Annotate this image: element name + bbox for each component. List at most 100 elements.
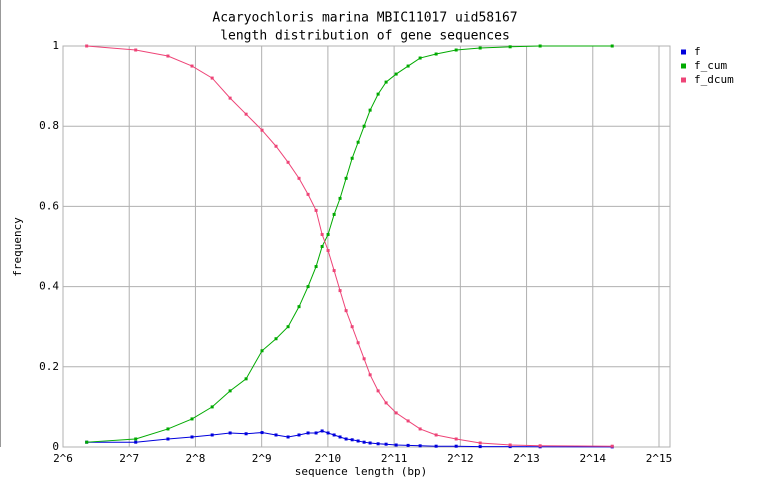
series-line [86, 45, 613, 447]
point [434, 444, 438, 448]
point [332, 212, 336, 216]
point [228, 431, 232, 435]
point [344, 437, 348, 441]
point [610, 44, 614, 48]
point [134, 437, 138, 441]
point [350, 438, 354, 442]
y-tick-label: 0.4 [39, 280, 59, 293]
x-axis-label: sequence length (bp) [295, 465, 427, 478]
point [320, 429, 324, 433]
point [406, 419, 410, 423]
point [244, 432, 248, 436]
point [418, 56, 422, 60]
point [332, 433, 336, 437]
point [297, 176, 301, 180]
legend-label: f [694, 45, 701, 58]
point [297, 305, 301, 309]
point [314, 208, 318, 212]
point [362, 440, 366, 444]
point [610, 444, 614, 448]
point [228, 96, 232, 100]
point [338, 196, 342, 200]
point [286, 325, 290, 329]
point [306, 431, 310, 435]
legend-marker [681, 49, 686, 55]
point [228, 389, 232, 393]
point [454, 48, 458, 52]
point [85, 440, 89, 444]
point [326, 431, 330, 435]
point [362, 124, 366, 128]
point [190, 64, 194, 68]
point [384, 80, 388, 84]
point [508, 45, 512, 49]
point [210, 76, 214, 80]
point [350, 325, 354, 329]
point [134, 440, 138, 444]
chart-subtitle: length distribution of gene sequences [220, 29, 510, 44]
point [166, 437, 170, 441]
legend-label: f_cum [694, 59, 727, 72]
point [356, 140, 360, 144]
x-tick-label: 2^12 [447, 452, 474, 465]
point [368, 441, 372, 445]
x-tick-label: 2^10 [315, 452, 342, 465]
point [210, 433, 214, 437]
point [286, 160, 290, 164]
point [406, 64, 410, 68]
x-tick-label: 2^8 [186, 452, 206, 465]
point [260, 349, 264, 353]
y-tick-label: 0 [52, 440, 59, 453]
point [454, 437, 458, 441]
point [418, 427, 422, 431]
x-tick-label: 2^9 [252, 452, 272, 465]
point [418, 444, 422, 448]
y-tick-label: 1 [52, 39, 59, 52]
point [274, 144, 278, 148]
x-tick-label: 2^6 [53, 452, 73, 465]
point [362, 357, 366, 361]
point [454, 444, 458, 448]
x-tick-label: 2^13 [513, 452, 540, 465]
y-tick-label: 0.8 [39, 119, 59, 132]
chart-title: Acaryochloris marina MBIC11017 uid58167 [212, 11, 517, 26]
legend-marker [681, 77, 686, 83]
point [434, 52, 438, 56]
y-tick-label: 0.6 [39, 199, 59, 212]
point [368, 373, 372, 377]
point [244, 112, 248, 116]
point [297, 433, 301, 437]
point [338, 289, 342, 293]
point [344, 176, 348, 180]
point [326, 249, 330, 253]
point [314, 265, 318, 269]
point [434, 433, 438, 437]
point [478, 46, 482, 50]
point [332, 269, 336, 273]
point [368, 108, 372, 112]
point [314, 431, 318, 435]
point [478, 445, 482, 449]
point [260, 431, 264, 435]
point [286, 435, 290, 439]
point [394, 443, 398, 447]
y-tick-label: 0.2 [39, 360, 59, 373]
point [376, 442, 380, 446]
point [356, 341, 360, 345]
point [166, 427, 170, 431]
point [394, 411, 398, 415]
x-tick-label: 2^7 [119, 452, 139, 465]
point [508, 443, 512, 447]
x-tick-label: 2^14 [580, 452, 607, 465]
point [344, 309, 348, 313]
point [384, 442, 388, 446]
point [320, 232, 324, 236]
point [166, 54, 170, 58]
y-axis-label: frequency [11, 217, 24, 277]
point [134, 48, 138, 52]
point [538, 444, 542, 448]
point [274, 337, 278, 341]
point [508, 445, 512, 449]
x-tick-label: 2^15 [646, 452, 673, 465]
